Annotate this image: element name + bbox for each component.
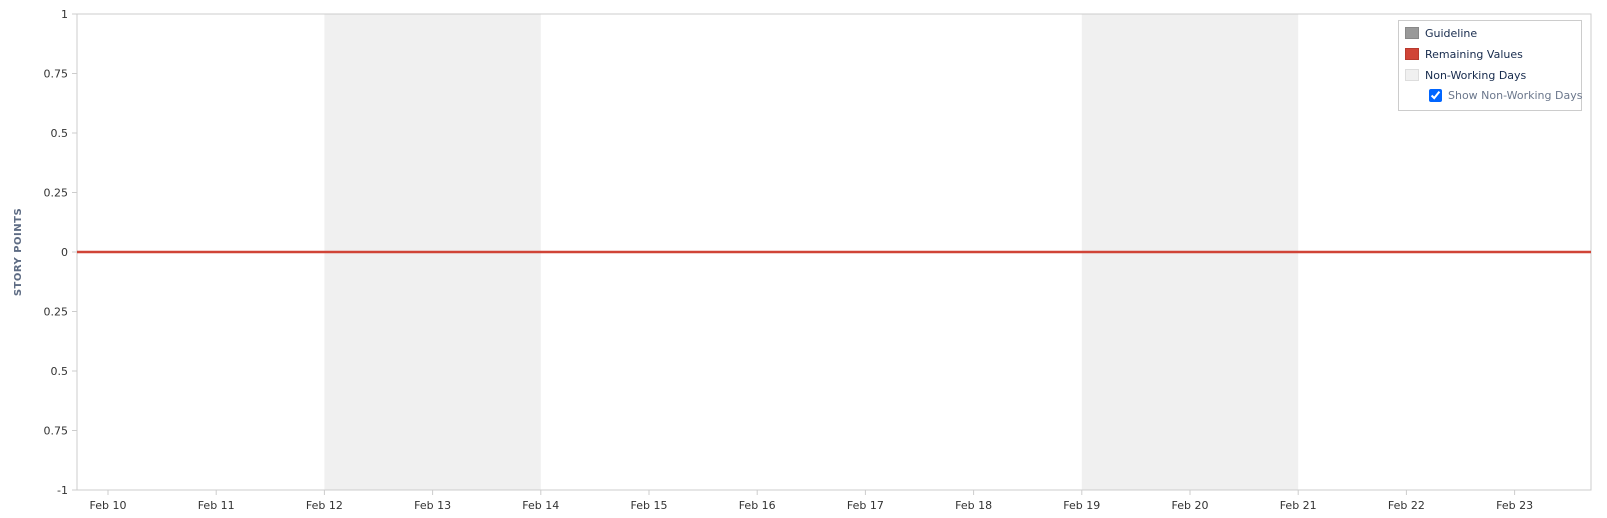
legend: Guideline Remaining Values Non-Working D… <box>1398 20 1582 111</box>
show-non-working-days-toggle[interactable]: Show Non-Working Days <box>1429 89 1582 102</box>
y-tick-label: 0 <box>61 246 68 259</box>
legend-item-non-working-days: Non-Working Days <box>1405 67 1526 83</box>
show-non-working-days-label: Show Non-Working Days <box>1448 89 1583 102</box>
y-tick-label: -1 <box>57 484 68 497</box>
legend-label-remaining-values: Remaining Values <box>1425 47 1523 61</box>
y-axis-title: STORY POINTS <box>13 208 24 296</box>
remaining-values-swatch <box>1405 48 1419 60</box>
legend-item-remaining-values: Remaining Values <box>1405 46 1523 62</box>
y-axis: 1 0.75 0.5 0.25 0 0.25 0.5 0.75 -1 <box>44 8 77 497</box>
legend-label-non-working-days: Non-Working Days <box>1425 68 1527 82</box>
x-tick-label: Feb 13 <box>414 499 451 512</box>
x-tick-label: Feb 20 <box>1172 499 1209 512</box>
x-tick-label: Feb 11 <box>198 499 235 512</box>
y-tick-label: 1 <box>61 8 68 21</box>
x-tick-label: Feb 23 <box>1496 499 1533 512</box>
y-tick-label: 0.5 <box>51 127 69 140</box>
y-tick-label: 0.75 <box>44 425 69 438</box>
y-tick-label: 0.25 <box>44 187 69 200</box>
y-tick-label: 0.25 <box>44 306 69 319</box>
legend-label-guideline: Guideline <box>1425 26 1478 40</box>
x-tick-label: Feb 14 <box>522 499 559 512</box>
x-tick-label: Feb 19 <box>1063 499 1100 512</box>
show-non-working-days-checkbox[interactable] <box>1429 89 1442 102</box>
x-tick-label: Feb 15 <box>631 499 668 512</box>
x-tick-label: Feb 21 <box>1280 499 1317 512</box>
non-working-days-swatch <box>1405 69 1419 81</box>
y-tick-label: 0.75 <box>44 68 69 81</box>
x-tick-label: Feb 10 <box>90 499 127 512</box>
x-tick-label: Feb 17 <box>847 499 884 512</box>
x-tick-label: Feb 22 <box>1388 499 1425 512</box>
x-tick-label: Feb 16 <box>739 499 776 512</box>
legend-item-guideline: Guideline <box>1405 25 1477 41</box>
x-tick-label: Feb 12 <box>306 499 343 512</box>
x-tick-label: Feb 18 <box>955 499 992 512</box>
y-tick-label: 0.5 <box>51 365 69 378</box>
x-axis: Feb 10 Feb 11 Feb 12 Feb 13 Feb 14 Feb 15 Feb … <box>90 490 1533 512</box>
guideline-swatch <box>1405 27 1419 39</box>
